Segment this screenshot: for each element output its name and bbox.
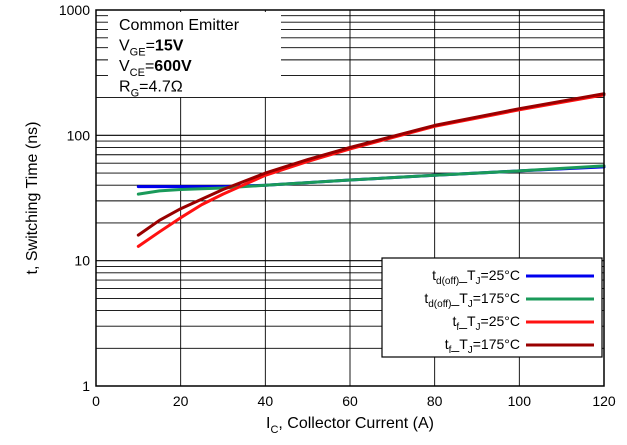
plot-frame	[95, 9, 605, 387]
series-group	[136, 92, 606, 248]
y-tick-label: 1	[82, 378, 90, 394]
condition-sub: CE	[130, 67, 145, 79]
condition-line: VCE=600V	[119, 58, 192, 79]
y-tick-label: 10	[74, 253, 90, 269]
x-tick-label: 0	[92, 393, 100, 409]
condition-eq: =	[145, 58, 154, 75]
legend: td(off)_TJ=25°C td(off)_TJ=175°C tf_TJ=25°…	[381, 257, 603, 358]
x-axis-label-main: I	[266, 415, 270, 432]
condition-main: V	[119, 38, 130, 55]
conditions-background	[108, 12, 281, 97]
legend-label-0: td(off)_TJ=25°C	[432, 267, 520, 287]
condition-eq: =	[146, 38, 155, 55]
condition-eq: =	[139, 79, 148, 96]
legend-label-2: tf_TJ=25°C	[453, 313, 520, 333]
x-axis-label-sub: C	[270, 424, 278, 436]
condition-main: R	[119, 79, 131, 96]
x-tick-label: 120	[592, 393, 616, 409]
series-line-1	[136, 164, 606, 196]
condition-main: Common Emitter	[119, 17, 240, 34]
condition-value: 600V	[154, 58, 192, 75]
condition-line: VGE=15V	[119, 38, 184, 59]
legend-label-3: tf_TJ=175°C	[445, 336, 520, 356]
x-tick-label: 100	[508, 393, 532, 409]
axis-labels: IC, Collector Current (A) t, Switching Ti…	[24, 122, 434, 436]
x-axis-label-rest: , Collector Current (A)	[278, 415, 434, 432]
x-tick-label: 80	[427, 393, 443, 409]
condition-sub: GE	[130, 47, 146, 59]
y-axis-label: t, Switching Time (ns)	[24, 122, 41, 275]
condition-line: RG=4.7Ω	[119, 79, 183, 100]
x-tick-label: 40	[258, 393, 274, 409]
condition-main: V	[119, 58, 130, 75]
x-axis-label: IC, Collector Current (A)	[266, 415, 434, 436]
condition-sub: G	[131, 88, 140, 100]
x-tick-label: 60	[342, 393, 358, 409]
series-line-3	[136, 92, 606, 237]
condition-value: 15V	[155, 38, 184, 55]
legend-label-1: td(off)_TJ=175°C	[424, 290, 520, 310]
y-tick-label: 100	[67, 127, 91, 143]
x-tick-label: 20	[173, 393, 189, 409]
condition-value: 4.7Ω	[148, 79, 182, 96]
condition-line: Common Emitter	[119, 17, 240, 34]
y-tick-label: 1000	[59, 2, 90, 18]
